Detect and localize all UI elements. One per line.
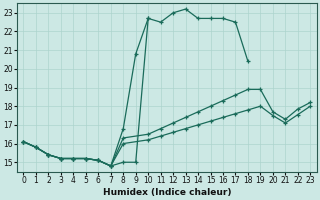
X-axis label: Humidex (Indice chaleur): Humidex (Indice chaleur) <box>103 188 231 197</box>
